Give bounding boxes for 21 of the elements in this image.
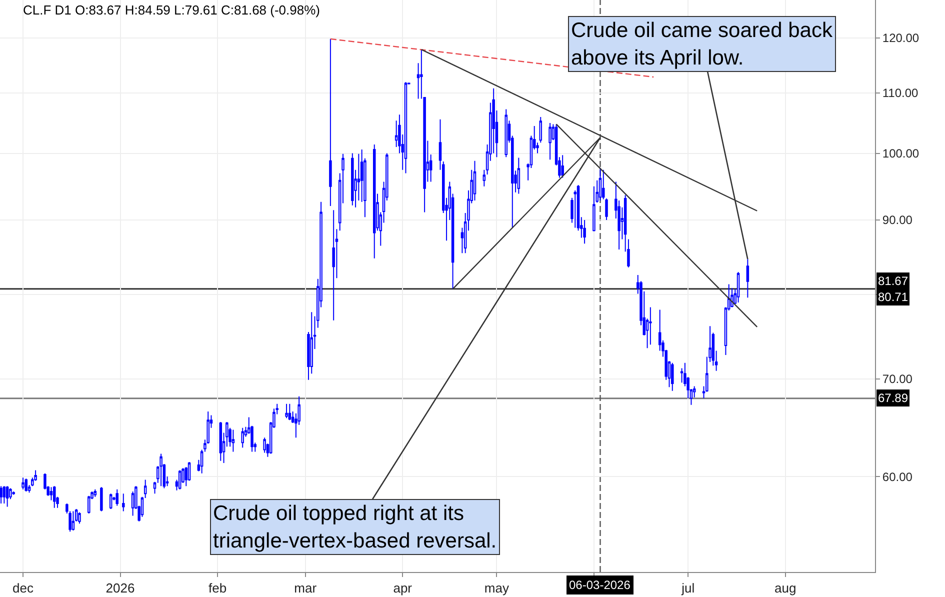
y-tick-label: 100.00 bbox=[882, 146, 920, 160]
x-tick-label: feb bbox=[208, 580, 227, 596]
ref-line-label: 80.71 bbox=[878, 290, 908, 304]
x-tick-label: 2026 bbox=[106, 580, 135, 596]
y-tick-label: 70.00 bbox=[882, 372, 913, 386]
y-tick-label: 110.00 bbox=[882, 86, 919, 100]
x-tick-label: dec bbox=[12, 580, 34, 596]
annotation: Crude oil came soared back above its April low. bbox=[571, 19, 833, 70]
y-tick-label: 120.00 bbox=[882, 31, 920, 46]
annotation: 81.67 bbox=[878, 274, 908, 288]
x-tick-label: mar bbox=[294, 580, 318, 596]
x-tick-label: may bbox=[484, 580, 510, 596]
annotation: Crude oil topped right at its triangle-vertex-based reversal. bbox=[213, 502, 497, 552]
y-tick-label: 90.00 bbox=[882, 213, 913, 228]
chart-title: CL.F D1 O:83.67 H:84.59 L:79.61 C:81.68 (-0.98%) bbox=[23, 2, 320, 18]
y-tick-label: 60.00 bbox=[882, 470, 913, 484]
x-tick-label: apr bbox=[393, 580, 413, 596]
ref-line-label: 67.89 bbox=[878, 391, 908, 405]
x-tick-label: aug bbox=[774, 580, 796, 596]
x-tick-label: jul bbox=[680, 580, 695, 596]
ref-line-label: 06-03-2026 bbox=[569, 578, 631, 592]
